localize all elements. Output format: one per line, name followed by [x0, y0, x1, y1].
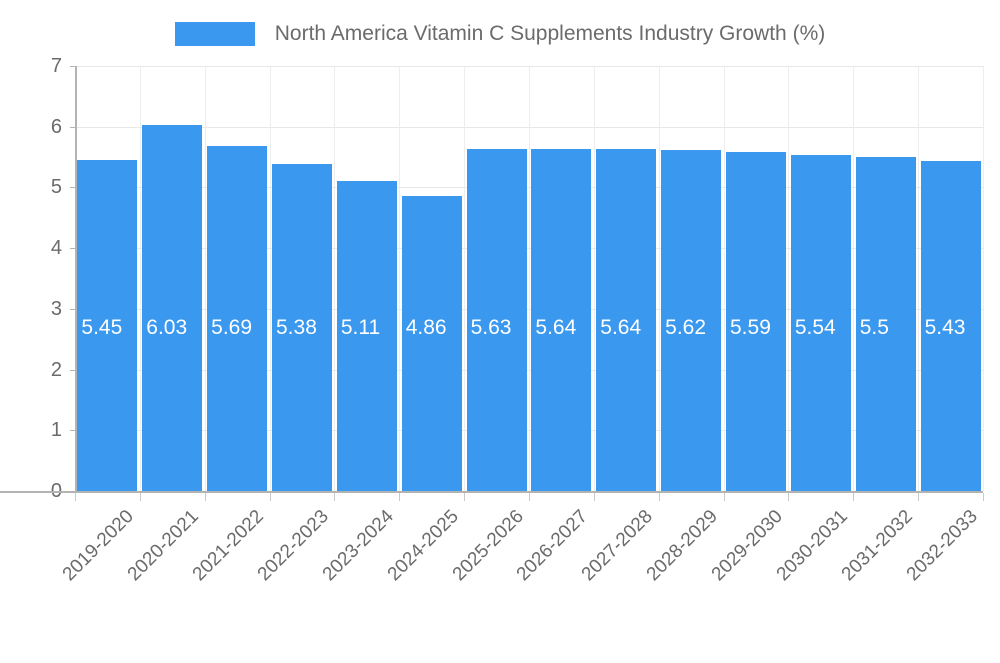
bar[interactable]: [207, 145, 268, 491]
bar[interactable]: [466, 149, 527, 491]
x-axis-tick-mark: [853, 493, 855, 501]
gridline-vertical: [853, 66, 855, 491]
y-axis-tick-mark: [70, 66, 76, 67]
bar[interactable]: [401, 195, 462, 491]
gridline-vertical: [658, 66, 660, 491]
gridline-vertical: [529, 66, 530, 491]
bar[interactable]: [726, 151, 786, 491]
gridline-vertical: [723, 66, 725, 491]
x-axis-line: [0, 491, 983, 493]
bar[interactable]: [272, 164, 332, 491]
x-axis-tick-mark: [918, 493, 920, 501]
x-axis-tick-mark: [788, 493, 790, 501]
x-axis-tick-mark: [75, 493, 76, 501]
gridline-vertical: [334, 66, 336, 491]
plot-area: 5.45 6.03 5.69 5.38 5.11 4.86 5.63 5.64 5.64 5.62…: [75, 66, 984, 492]
gridline-vertical: [139, 66, 141, 491]
gridline-vertical: [788, 66, 790, 491]
chart-legend: North America Vitamin C Supplements Indu…: [0, 14, 1000, 54]
y-axis-line: [75, 66, 77, 492]
y-axis-tick-label: 5: [50, 176, 62, 199]
legend-color-swatch: [174, 22, 255, 46]
y-axis-tick-mark: [70, 187, 76, 189]
y-axis-tick-label: 4: [50, 237, 62, 260]
y-axis-tick-mark: [70, 430, 76, 432]
gridline-vertical: [983, 66, 984, 491]
y-axis-tick-mark: [70, 308, 76, 310]
bar[interactable]: [531, 148, 592, 491]
gridline-vertical: [399, 66, 401, 491]
legend-item[interactable]: North America Vitamin C Supplements Indu…: [174, 22, 826, 46]
x-axis-tick-mark: [334, 493, 336, 501]
bar[interactable]: [142, 124, 203, 491]
bar[interactable]: [661, 149, 722, 491]
x-axis-tick-mark: [399, 493, 401, 501]
y-axis-tick-label: 7: [50, 55, 62, 77]
y-axis-tick-label: 1: [50, 419, 62, 442]
bar[interactable]: [790, 154, 851, 491]
x-axis-tick-mark: [204, 493, 206, 501]
y-axis-tick-label: 2: [50, 358, 62, 381]
bar[interactable]: [336, 180, 397, 491]
x-axis-tick-mark: [529, 493, 530, 501]
bar-chart: North America Vitamin C Supplements Indu…: [0, 0, 1000, 600]
gridline-vertical: [464, 66, 466, 491]
x-axis-tick-mark: [983, 493, 984, 501]
gridline-vertical: [918, 66, 920, 491]
x-axis-tick-mark: [723, 493, 725, 501]
gridline-vertical: [593, 66, 595, 491]
x-axis-tick-mark: [658, 493, 660, 501]
bar[interactable]: [855, 157, 916, 491]
x-axis-tick-mark: [593, 493, 595, 501]
y-axis: 01234567: [0, 0, 76, 600]
y-axis-tick-label: 3: [50, 297, 62, 320]
gridline-vertical: [269, 66, 271, 491]
x-axis-tick-mark: [464, 493, 466, 501]
x-axis-tick-mark: [139, 493, 141, 501]
y-axis-tick-mark: [70, 369, 76, 371]
legend-label: North America Vitamin C Supplements Indu…: [274, 22, 826, 45]
y-axis-tick-mark: [70, 126, 76, 128]
bar[interactable]: [77, 160, 138, 491]
bar[interactable]: [920, 161, 981, 491]
y-axis-tick-label: 6: [50, 115, 62, 138]
bar[interactable]: [596, 148, 657, 491]
gridline-vertical: [204, 66, 206, 491]
x-axis-tick-mark: [269, 493, 271, 501]
y-axis-tick-mark: [70, 248, 76, 250]
